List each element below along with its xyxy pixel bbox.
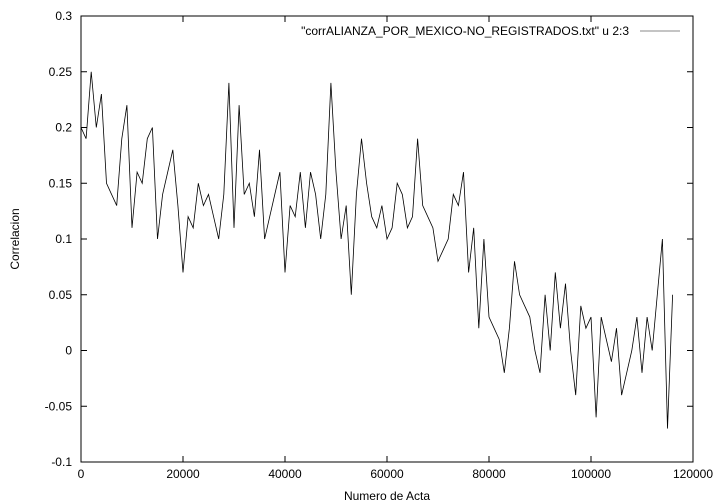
y-tick-label: 0.3 <box>55 9 72 23</box>
y-tick-label: -0.05 <box>45 399 73 413</box>
y-tick-label: 0.05 <box>49 288 73 302</box>
tick-labels: 0 20000 40000 60000 80000 100000 120000 -0.1 -0.… <box>45 9 714 481</box>
y-tick-label: 0.1 <box>55 232 72 246</box>
x-tick-label: 80000 <box>472 467 506 481</box>
x-tick-label: 20000 <box>166 467 200 481</box>
axis-ticks <box>80 15 694 463</box>
x-axis-label: Numero de Acta <box>344 489 430 503</box>
y-axis-label: Correlacion <box>8 208 22 269</box>
x-tick-label: 120000 <box>673 467 713 481</box>
y-tick-label: -0.1 <box>51 455 72 469</box>
series-line <box>80 71 673 429</box>
y-tick-label: 0.15 <box>49 176 73 190</box>
y-tick-label: 0.2 <box>55 121 72 135</box>
y-tick-label: 0 <box>65 344 72 358</box>
x-tick-label: 0 <box>78 467 85 481</box>
x-tick-label: 60000 <box>370 467 404 481</box>
legend: "corrALIANZA_POR_MEXICO-NO_REGISTRADOS.t… <box>301 24 680 38</box>
x-tick-label: 40000 <box>268 467 302 481</box>
legend-label: "corrALIANZA_POR_MEXICO-NO_REGISTRADOS.t… <box>301 24 629 38</box>
y-tick-label: 0.25 <box>49 65 73 79</box>
x-tick-label: 100000 <box>571 467 611 481</box>
